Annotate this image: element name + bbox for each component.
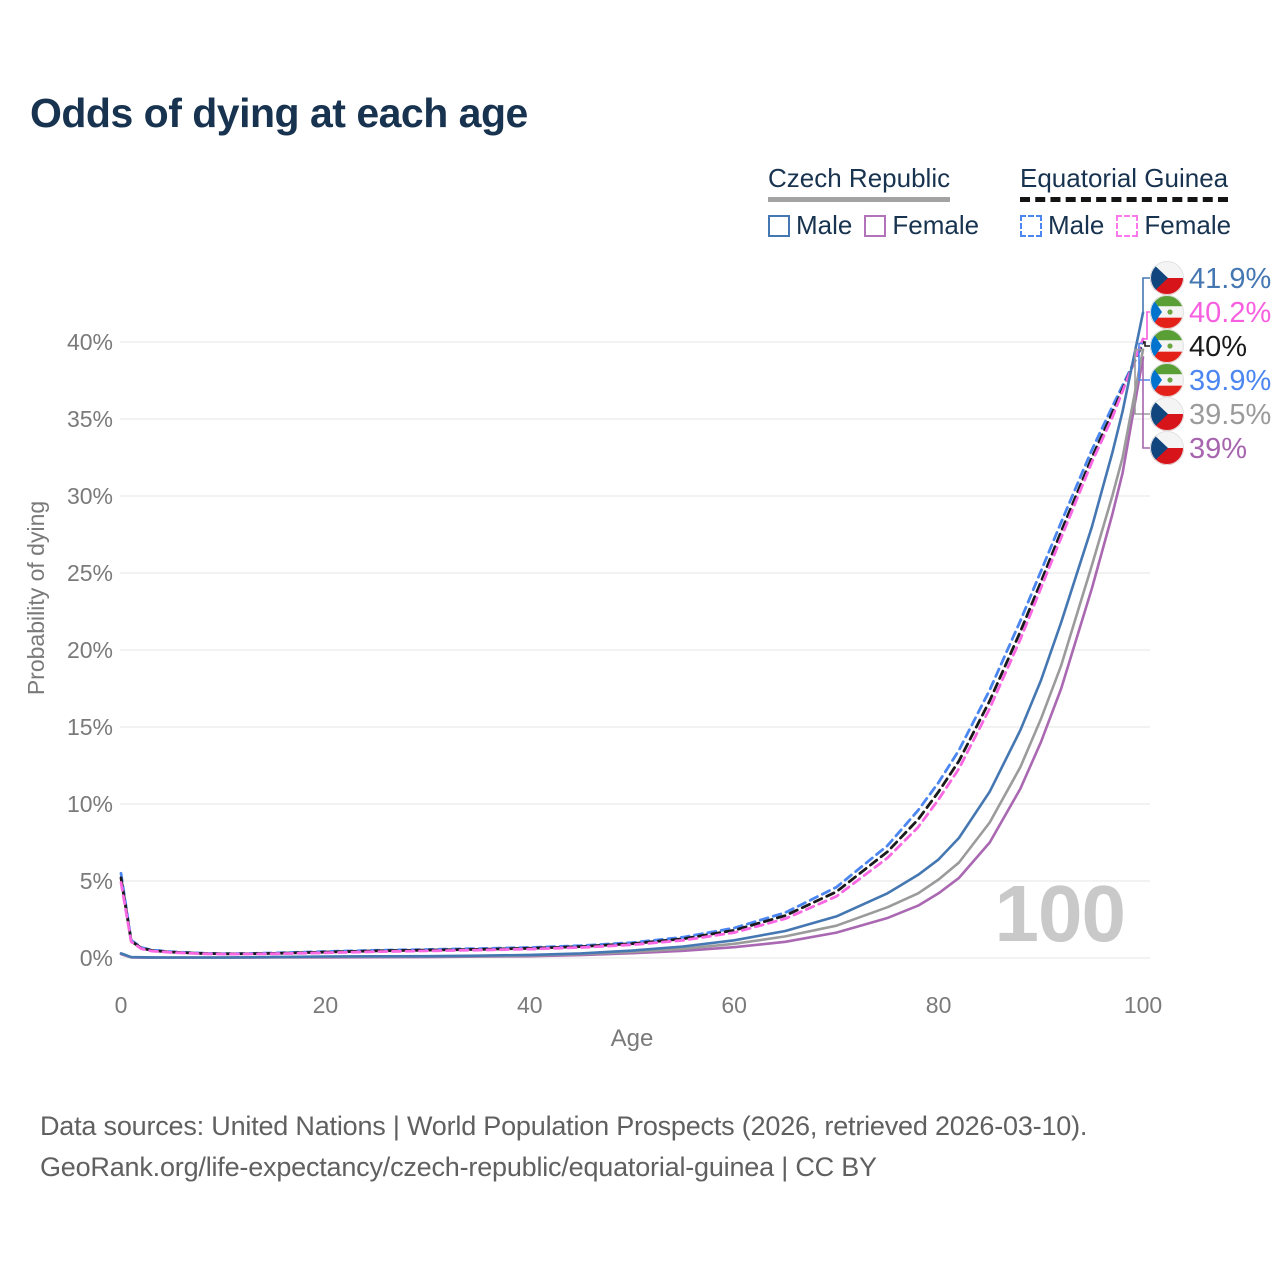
legend-label-czech-male: Male <box>796 210 853 240</box>
y-axis-title: Probability of dying <box>23 501 49 695</box>
series-line-eqgui_female[interactable] <box>119 337 1145 956</box>
series-line-czech_female[interactable] <box>119 356 1145 959</box>
gridlines <box>120 341 1150 959</box>
end-label-value-czech_female: 39% <box>1189 433 1247 465</box>
end-label-value-eqgui_male: 39.9% <box>1189 365 1271 397</box>
legend-item-eqguinea-male[interactable]: Male <box>1020 210 1104 241</box>
y-tick-30%: 30% <box>67 483 113 509</box>
legend-items-czech-republic: Male Female <box>768 210 980 241</box>
legend-label-czech-female: Female <box>892 210 980 240</box>
legend-items-equatorial-guinea: Male Female <box>1020 210 1260 241</box>
legend-label-eqguinea-male: Male <box>1048 210 1105 240</box>
legend-item-czech-male[interactable]: Male <box>768 210 852 241</box>
x-tick-80: 80 <box>926 992 952 1018</box>
x-tick-0: 0 <box>115 992 128 1018</box>
eqguinea-male-swatch-icon <box>1020 214 1042 237</box>
footer-attribution-link: GeoRank.org/life-expectancy/czech-republ… <box>40 1152 877 1182</box>
end-label-value-czech_male: 41.9% <box>1189 263 1271 295</box>
series-line-czech_male[interactable] <box>119 311 1145 959</box>
footer-data-sources: Data sources: United Nations | World Pop… <box>40 1111 1088 1141</box>
equatorial-guinea-flag-icon <box>1150 295 1184 329</box>
czech-republic-flag-icon <box>1150 397 1184 431</box>
end-label-value-eqgui_both: 40% <box>1189 331 1247 363</box>
end-label-connector-czech_female <box>1142 357 1150 449</box>
end-label-connector-eqgui_both <box>1143 341 1150 347</box>
footer: Data sources: United Nations | World Pop… <box>40 1106 1240 1188</box>
y-tick-20%: 20% <box>67 637 113 663</box>
y-tick-5%: 5% <box>80 868 113 894</box>
czech-male-swatch-icon <box>768 214 790 237</box>
y-tick-40%: 40% <box>67 329 113 355</box>
legend-header-equatorial-guinea: Equatorial Guinea <box>1020 163 1229 202</box>
czech-republic-flag-icon <box>1150 431 1184 465</box>
page-title: Odds of dying at each age <box>30 90 528 136</box>
end-label-connector-czech_male <box>1142 277 1150 313</box>
x-tick-100: 100 <box>1124 992 1162 1018</box>
y-tick-10%: 10% <box>67 791 113 817</box>
end-label-value-eqgui_female: 40.2% <box>1189 297 1271 329</box>
y-tick-0%: 0% <box>80 945 113 971</box>
czech-female-swatch-icon <box>864 214 887 237</box>
legend-group-equatorial-guinea: Equatorial Guinea Male Female <box>1020 163 1260 241</box>
equatorial-guinea-flag-icon <box>1150 363 1184 397</box>
watermark-max-age: 100 <box>995 869 1125 958</box>
legend-item-czech-female[interactable]: Female <box>864 210 979 241</box>
y-tick-15%: 15% <box>67 714 113 740</box>
series-line-eqgui_male[interactable] <box>119 342 1145 956</box>
end-label-connector-eqgui_female <box>1143 311 1150 340</box>
legend-group-czech-republic: Czech Republic Male Female <box>768 163 980 241</box>
czech-republic-flag-icon <box>1150 261 1184 295</box>
y-tick-25%: 25% <box>67 560 113 586</box>
series-line-czech_both[interactable] <box>119 348 1145 959</box>
x-tick-20: 20 <box>313 992 339 1018</box>
end-label-value-czech_both: 39.5% <box>1189 399 1271 431</box>
legend-item-eqguinea-female[interactable]: Female <box>1116 210 1231 241</box>
end-label-connector-eqgui_male <box>1138 342 1150 381</box>
x-tick-40: 40 <box>517 992 543 1018</box>
series-line-eqgui_both[interactable] <box>119 340 1145 956</box>
eqguinea-female-swatch-icon <box>1116 214 1139 237</box>
equatorial-guinea-flag-icon <box>1150 329 1184 363</box>
x-axis-title: Age <box>611 1025 654 1052</box>
x-tick-60: 60 <box>721 992 747 1018</box>
legend-header-czech-republic: Czech Republic <box>768 163 951 202</box>
y-tick-35%: 35% <box>67 406 113 432</box>
legend-label-eqguinea-female: Female <box>1144 210 1232 240</box>
